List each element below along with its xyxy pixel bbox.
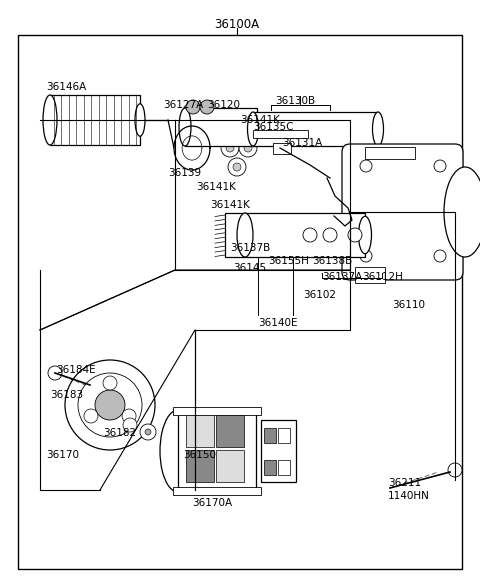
Circle shape [226,144,234,152]
Circle shape [123,418,137,432]
Bar [355,267,385,283]
Circle shape [140,424,156,440]
Text: 36138B: 36138B [312,256,352,266]
Text: 36120: 36120 [207,100,240,110]
Bar [278,460,290,475]
Text: 36135C: 36135C [253,122,293,132]
Circle shape [348,228,362,242]
Circle shape [228,158,246,176]
Circle shape [65,360,155,450]
Circle shape [122,409,136,423]
Text: 36110: 36110 [392,300,425,310]
Text: 36141K: 36141K [240,115,280,125]
Bar [273,143,291,154]
Text: 36137B: 36137B [230,243,270,253]
Text: 36140E: 36140E [258,318,298,328]
Bar [261,420,296,482]
FancyBboxPatch shape [342,144,463,280]
Circle shape [221,139,239,157]
Bar [225,213,365,257]
Circle shape [103,376,117,390]
Circle shape [244,144,252,152]
Ellipse shape [248,112,259,146]
Bar [264,428,276,443]
Bar [173,407,261,415]
Text: 36131A: 36131A [282,138,322,148]
Text: 36170: 36170 [46,450,79,460]
Text: 36102: 36102 [303,290,336,300]
Bar [178,410,256,492]
Ellipse shape [43,95,57,145]
Text: 36112H: 36112H [362,272,403,282]
Bar [186,415,214,447]
Circle shape [186,100,200,114]
Ellipse shape [237,213,253,257]
Circle shape [303,228,317,242]
Bar [50,95,140,145]
Text: 36182: 36182 [103,428,136,438]
Text: 36211: 36211 [388,478,421,488]
Circle shape [434,250,446,262]
Text: 36150: 36150 [183,450,216,460]
Text: 36145: 36145 [233,263,266,273]
Ellipse shape [444,167,480,257]
Bar [186,450,214,482]
Bar [278,428,290,443]
Circle shape [323,228,337,242]
Text: 36141K: 36141K [196,182,236,192]
Circle shape [200,100,214,114]
Circle shape [434,160,446,172]
Circle shape [239,139,257,157]
Bar [264,460,276,475]
Ellipse shape [372,112,384,146]
Text: 36139: 36139 [168,168,201,178]
Circle shape [360,250,372,262]
Ellipse shape [252,113,262,141]
Bar [216,415,244,447]
Bar [253,130,308,138]
Text: 36137A: 36137A [322,272,362,282]
Circle shape [145,429,151,435]
Circle shape [233,163,241,171]
Bar [253,112,378,146]
Ellipse shape [179,108,191,146]
Text: 36183: 36183 [50,390,83,400]
Text: 36130B: 36130B [275,96,315,106]
Text: 1140HN: 1140HN [388,491,430,501]
Text: 36127A: 36127A [163,100,203,110]
Text: 36100A: 36100A [215,18,260,31]
Circle shape [78,373,142,437]
Text: 36184E: 36184E [56,365,96,375]
Ellipse shape [135,104,145,136]
Circle shape [360,160,372,172]
Circle shape [48,366,62,380]
Circle shape [448,463,462,477]
Text: 36146A: 36146A [46,82,86,92]
Circle shape [95,390,125,420]
Bar [173,487,261,495]
Circle shape [84,409,98,423]
Text: 36141K: 36141K [210,200,250,210]
Bar [365,147,415,159]
Text: 36170A: 36170A [192,498,232,508]
Bar [185,108,257,146]
Text: 36155H: 36155H [268,256,309,266]
Ellipse shape [359,216,372,254]
Bar [216,450,244,482]
